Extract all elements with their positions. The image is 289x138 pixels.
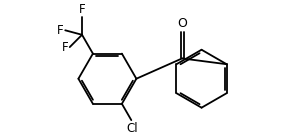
Text: F: F xyxy=(79,3,85,16)
Text: Cl: Cl xyxy=(126,122,138,135)
Text: F: F xyxy=(61,41,68,54)
Text: F: F xyxy=(57,24,64,37)
Text: O: O xyxy=(177,17,187,30)
